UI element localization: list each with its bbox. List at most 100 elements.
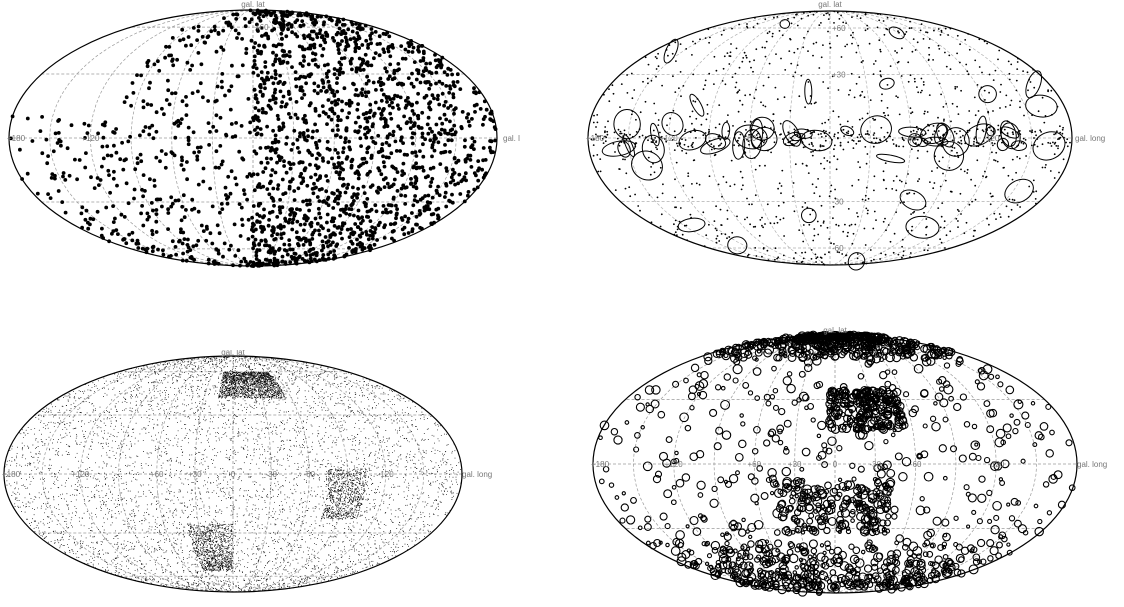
data-point xyxy=(167,45,171,49)
data-point xyxy=(365,233,369,237)
data-point xyxy=(707,104,709,106)
data-point xyxy=(388,558,389,559)
data-point xyxy=(775,216,777,218)
data-point xyxy=(296,378,297,379)
data-point xyxy=(211,559,212,560)
data-point xyxy=(342,478,343,479)
data-point xyxy=(605,140,607,142)
data-point xyxy=(838,116,840,118)
data-point xyxy=(80,548,81,549)
data-point xyxy=(272,204,276,208)
data-point xyxy=(796,13,798,15)
data-point xyxy=(364,53,368,57)
data-point xyxy=(382,125,386,129)
data-point xyxy=(315,35,319,39)
data-point xyxy=(1027,89,1029,91)
data-point xyxy=(381,142,385,146)
data-point xyxy=(911,226,913,228)
data-point xyxy=(407,76,411,80)
data-point xyxy=(368,209,372,213)
data-point xyxy=(691,183,693,185)
data-point xyxy=(317,461,318,462)
data-point xyxy=(690,214,692,216)
data-point xyxy=(395,207,399,211)
data-point xyxy=(165,98,169,102)
data-point xyxy=(986,218,988,220)
data-point xyxy=(767,203,769,205)
data-point xyxy=(339,135,343,139)
data-point xyxy=(292,217,296,221)
data-point xyxy=(231,554,232,555)
data-point xyxy=(901,181,903,183)
data-point xyxy=(40,479,41,480)
data-point xyxy=(229,372,230,373)
data-point xyxy=(316,222,320,226)
data-point xyxy=(775,53,777,55)
data-point xyxy=(916,86,918,88)
data-point xyxy=(943,106,945,108)
data-point xyxy=(741,61,743,63)
data-point xyxy=(134,548,135,549)
data-point xyxy=(983,131,985,133)
data-point xyxy=(450,193,454,197)
data-point xyxy=(802,163,804,165)
data-point xyxy=(245,386,246,387)
data-point xyxy=(1006,205,1008,207)
data-point xyxy=(334,512,335,513)
data-point xyxy=(139,159,143,163)
data-point xyxy=(960,193,962,195)
data-point xyxy=(808,224,810,226)
data-point xyxy=(423,96,427,100)
data-point xyxy=(797,25,799,27)
data-point xyxy=(383,117,387,121)
data-point xyxy=(703,88,705,90)
data-point xyxy=(1008,216,1010,218)
data-point xyxy=(83,166,87,170)
data-point xyxy=(349,479,350,480)
data-point xyxy=(753,59,755,61)
data-point xyxy=(827,87,829,89)
data-point xyxy=(695,137,697,139)
data-point xyxy=(282,95,286,99)
data-point xyxy=(340,508,341,509)
data-point xyxy=(363,417,364,418)
data-point xyxy=(945,28,947,30)
data-point xyxy=(984,171,986,173)
data-point xyxy=(358,136,362,140)
data-point xyxy=(476,159,480,163)
data-point xyxy=(272,238,276,242)
data-point xyxy=(174,253,178,257)
data-point xyxy=(387,35,391,39)
data-point xyxy=(138,578,139,579)
data-point xyxy=(299,160,303,164)
data-point xyxy=(653,130,655,132)
data-point xyxy=(734,184,736,186)
data-point xyxy=(398,149,402,153)
data-point xyxy=(824,122,826,124)
data-point xyxy=(828,251,830,253)
data-point xyxy=(113,451,114,452)
data-point xyxy=(991,151,993,153)
data-point xyxy=(358,532,359,533)
data-point xyxy=(427,194,431,198)
data-point xyxy=(941,30,943,32)
data-point xyxy=(230,385,231,386)
data-point xyxy=(100,165,104,169)
data-point xyxy=(402,115,406,119)
data-point xyxy=(883,20,885,22)
data-point xyxy=(302,59,306,63)
data-point xyxy=(944,220,946,222)
data-point xyxy=(893,18,895,20)
data-point xyxy=(254,238,258,242)
data-point xyxy=(296,138,300,142)
data-point xyxy=(110,426,111,427)
data-point xyxy=(343,86,347,90)
data-point xyxy=(415,215,419,219)
data-point xyxy=(416,166,420,170)
data-point xyxy=(330,464,331,465)
data-point xyxy=(426,204,430,208)
data-point xyxy=(354,248,358,252)
data-point xyxy=(391,106,395,110)
data-point xyxy=(332,192,336,196)
data-point xyxy=(197,527,198,528)
